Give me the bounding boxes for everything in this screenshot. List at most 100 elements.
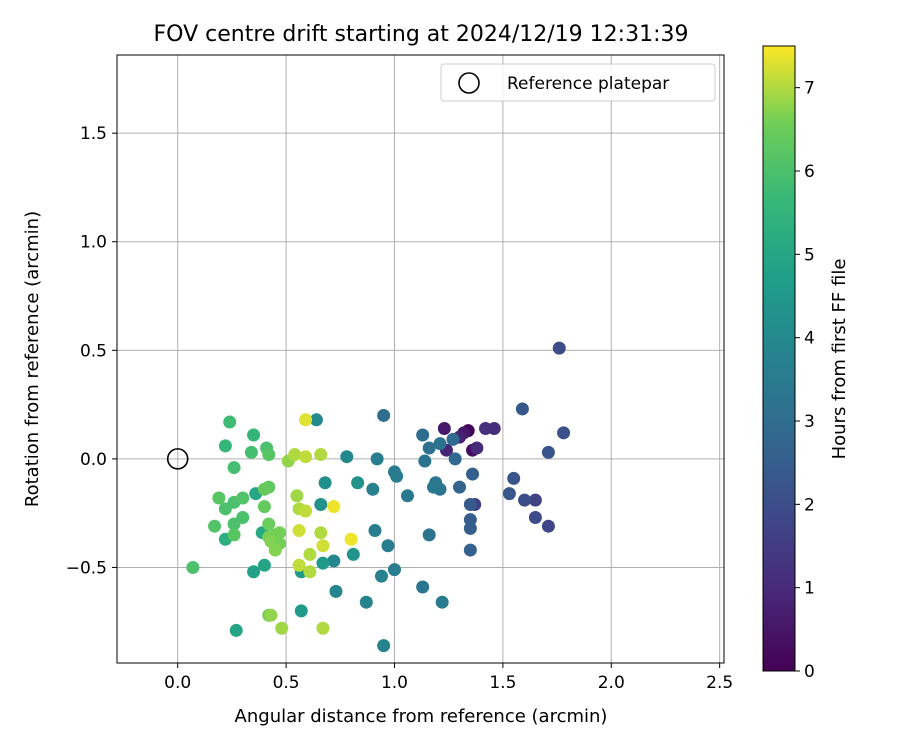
colorbar-tick-label: 0 — [804, 662, 815, 682]
scatter-point — [466, 467, 480, 481]
scatter-point — [264, 608, 278, 622]
scatter-point — [366, 482, 380, 496]
scatter-point — [528, 493, 542, 507]
colorbar-ticks: 0 1 2 3 4 5 6 7 — [795, 79, 815, 682]
scatter-point — [236, 491, 250, 505]
scatter-point — [359, 595, 373, 609]
scatter-point — [247, 565, 261, 579]
scatter-point — [557, 426, 571, 440]
scatter-point — [427, 480, 441, 494]
scatter-point — [316, 621, 330, 635]
scatter-point — [227, 528, 241, 542]
scatter-point — [463, 543, 477, 557]
scatter-point — [374, 569, 388, 583]
scatter-point — [262, 517, 276, 531]
scatter-point — [344, 532, 358, 546]
scatter-point — [446, 432, 460, 446]
scatter-point — [346, 547, 360, 561]
y-tick-label: 1.0 — [80, 233, 107, 253]
scatter-point — [218, 502, 232, 516]
y-tick-label: 1.5 — [80, 124, 107, 144]
x-tick-label: 0.0 — [164, 673, 191, 693]
scatter-point — [552, 341, 566, 355]
x-tick-label: 1.0 — [381, 673, 408, 693]
scatter-point — [314, 448, 328, 462]
scatter-point — [318, 476, 332, 490]
scatter-point — [218, 439, 232, 453]
data-points — [186, 341, 571, 653]
scatter-point — [294, 604, 308, 618]
plot-frame — [116, 54, 725, 664]
scatter-point — [292, 558, 306, 572]
scatter-point — [390, 469, 404, 483]
scatter-point — [418, 454, 432, 468]
scatter-point — [244, 445, 258, 459]
scatter-point — [433, 437, 447, 451]
scatter-point — [541, 519, 555, 533]
scatter-point — [453, 480, 467, 494]
colorbar-tick-label: 7 — [804, 79, 815, 99]
scatter-point — [387, 563, 401, 577]
scatter-point — [377, 408, 391, 422]
scatter-point — [377, 639, 391, 653]
scatter-point — [400, 489, 414, 503]
reference-point-marker — [166, 448, 189, 470]
grid-lines — [117, 55, 724, 663]
x-axis-label: Angular distance from reference (arcmin) — [235, 706, 608, 727]
y-tick-label: −0.5 — [66, 558, 107, 578]
scatter-point — [212, 491, 226, 505]
scatter-point — [327, 500, 341, 514]
scatter-point — [541, 445, 555, 459]
colorbar-label: Hours from first FF file — [829, 259, 850, 460]
colorbar-tick-label: 1 — [804, 579, 815, 599]
legend-box — [440, 63, 716, 102]
scatter-point — [227, 517, 241, 531]
scatter-point — [416, 580, 430, 594]
scatter-point — [290, 489, 304, 503]
colorbar-tick-label: 6 — [804, 162, 815, 182]
scatter-point — [257, 482, 271, 496]
x-tick-label: 1.5 — [489, 673, 516, 693]
y-tick-label: 0.5 — [80, 341, 107, 361]
scatter-point — [288, 448, 302, 462]
scatter-point — [208, 519, 222, 533]
scatter-point — [463, 521, 477, 535]
scatter-point — [507, 471, 521, 485]
y-axis-label: Rotation from reference (arcmin) — [22, 211, 43, 507]
scatter-point — [268, 543, 282, 557]
x-tick-label: 2.0 — [598, 673, 625, 693]
scatter-point — [327, 554, 341, 568]
scatter-point — [515, 402, 529, 416]
legend-marker — [458, 72, 480, 94]
colorbar-tick-label: 3 — [804, 412, 815, 432]
scatter-point — [275, 621, 289, 635]
scatter-point — [351, 476, 365, 490]
scatter-point — [316, 556, 330, 570]
scatter-point — [309, 413, 323, 427]
scatter-point — [340, 450, 354, 464]
scatter-point — [257, 500, 271, 514]
colorbar-tick-label: 4 — [804, 329, 815, 349]
scatter-point — [273, 526, 287, 540]
scatter-point — [257, 558, 271, 572]
scatter-point — [299, 413, 313, 427]
colorbar: 0 1 2 3 4 5 6 7 Hours from first FF file — [762, 45, 850, 682]
scatter-point — [314, 526, 328, 540]
scatter-point — [186, 560, 200, 574]
scatter-point — [448, 452, 462, 466]
scatter-point — [518, 493, 532, 507]
x-tick-label: 2.5 — [706, 673, 733, 693]
scatter-point — [422, 528, 436, 542]
scatter-point — [381, 539, 395, 553]
scatter-point — [463, 497, 477, 511]
scatter-point — [247, 428, 261, 442]
scatter-point — [229, 623, 243, 637]
scatter-point — [303, 547, 317, 561]
scatter-point — [502, 487, 516, 501]
scatter-point — [314, 497, 328, 511]
scatter-point — [299, 450, 313, 464]
legend: Reference platepar — [440, 63, 716, 102]
scatter-point — [528, 511, 542, 525]
y-tick-label: 0.0 — [80, 450, 107, 470]
